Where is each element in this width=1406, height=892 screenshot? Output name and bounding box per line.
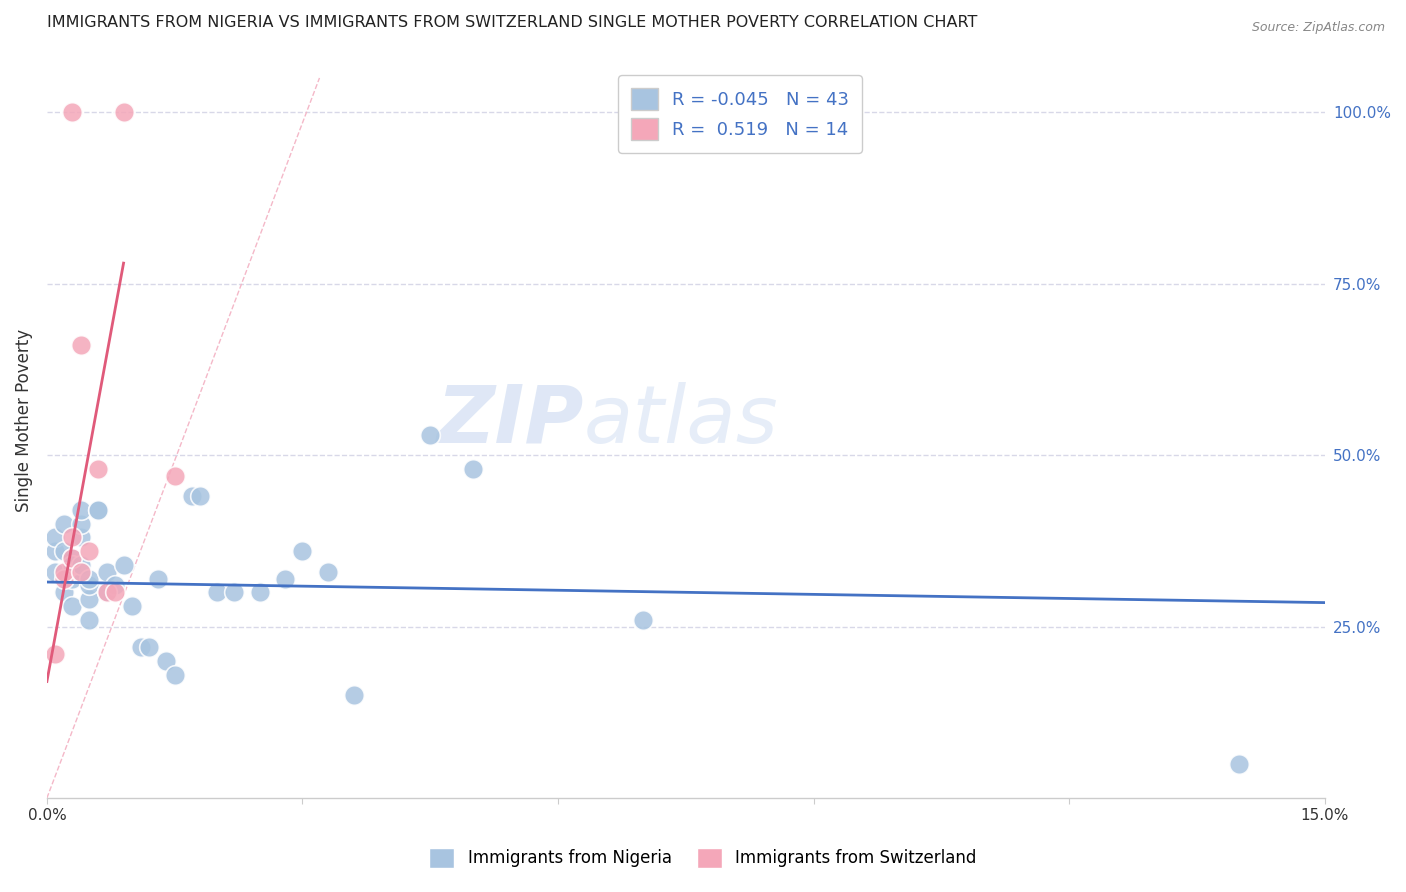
Point <box>70 531 93 545</box>
Point <box>79 578 101 592</box>
Text: Source: ZipAtlas.com: Source: ZipAtlas.com <box>1251 21 1385 34</box>
Point <box>44 531 66 545</box>
Point <box>87 503 110 517</box>
Point <box>44 565 66 579</box>
Point <box>163 468 186 483</box>
Point <box>1229 756 1251 771</box>
Point <box>62 572 84 586</box>
Point <box>52 572 75 586</box>
Point <box>180 489 202 503</box>
Point <box>316 565 339 579</box>
Point <box>207 585 229 599</box>
Point <box>79 544 101 558</box>
Point <box>155 654 177 668</box>
Point <box>44 647 66 661</box>
Point <box>52 565 75 579</box>
Point <box>188 489 211 503</box>
Point <box>96 585 118 599</box>
Point <box>62 599 84 613</box>
Point <box>62 531 84 545</box>
Point <box>129 640 152 655</box>
Point <box>79 572 101 586</box>
Text: IMMIGRANTS FROM NIGERIA VS IMMIGRANTS FROM SWITZERLAND SINGLE MOTHER POVERTY COR: IMMIGRANTS FROM NIGERIA VS IMMIGRANTS FR… <box>46 15 977 30</box>
Text: ZIP: ZIP <box>436 382 583 460</box>
Point <box>419 427 441 442</box>
Point <box>79 592 101 607</box>
Point <box>70 503 93 517</box>
Legend: R = -0.045   N = 43, R =  0.519   N = 14: R = -0.045 N = 43, R = 0.519 N = 14 <box>619 75 862 153</box>
Point <box>52 516 75 531</box>
Point <box>146 572 169 586</box>
Point <box>70 338 93 352</box>
Point <box>138 640 160 655</box>
Point <box>121 599 143 613</box>
Text: atlas: atlas <box>583 382 779 460</box>
Y-axis label: Single Mother Poverty: Single Mother Poverty <box>15 329 32 512</box>
Point <box>62 105 84 120</box>
Point <box>461 462 484 476</box>
Point <box>52 585 75 599</box>
Point <box>44 544 66 558</box>
Point <box>52 544 75 558</box>
Point <box>62 551 84 566</box>
Point <box>342 688 364 702</box>
Point <box>70 516 93 531</box>
Point <box>224 585 246 599</box>
Point <box>631 613 654 627</box>
Point <box>291 544 314 558</box>
Point <box>96 565 118 579</box>
Point <box>87 462 110 476</box>
Point <box>62 558 84 572</box>
Point <box>87 503 110 517</box>
Legend: Immigrants from Nigeria, Immigrants from Switzerland: Immigrants from Nigeria, Immigrants from… <box>423 841 983 875</box>
Point <box>163 667 186 681</box>
Point <box>62 551 84 566</box>
Point <box>274 572 297 586</box>
Point <box>70 565 93 579</box>
Point <box>96 585 118 599</box>
Point <box>104 578 127 592</box>
Point <box>79 613 101 627</box>
Point <box>104 585 127 599</box>
Point <box>249 585 271 599</box>
Point <box>112 558 135 572</box>
Point <box>70 558 93 572</box>
Point <box>112 105 135 120</box>
